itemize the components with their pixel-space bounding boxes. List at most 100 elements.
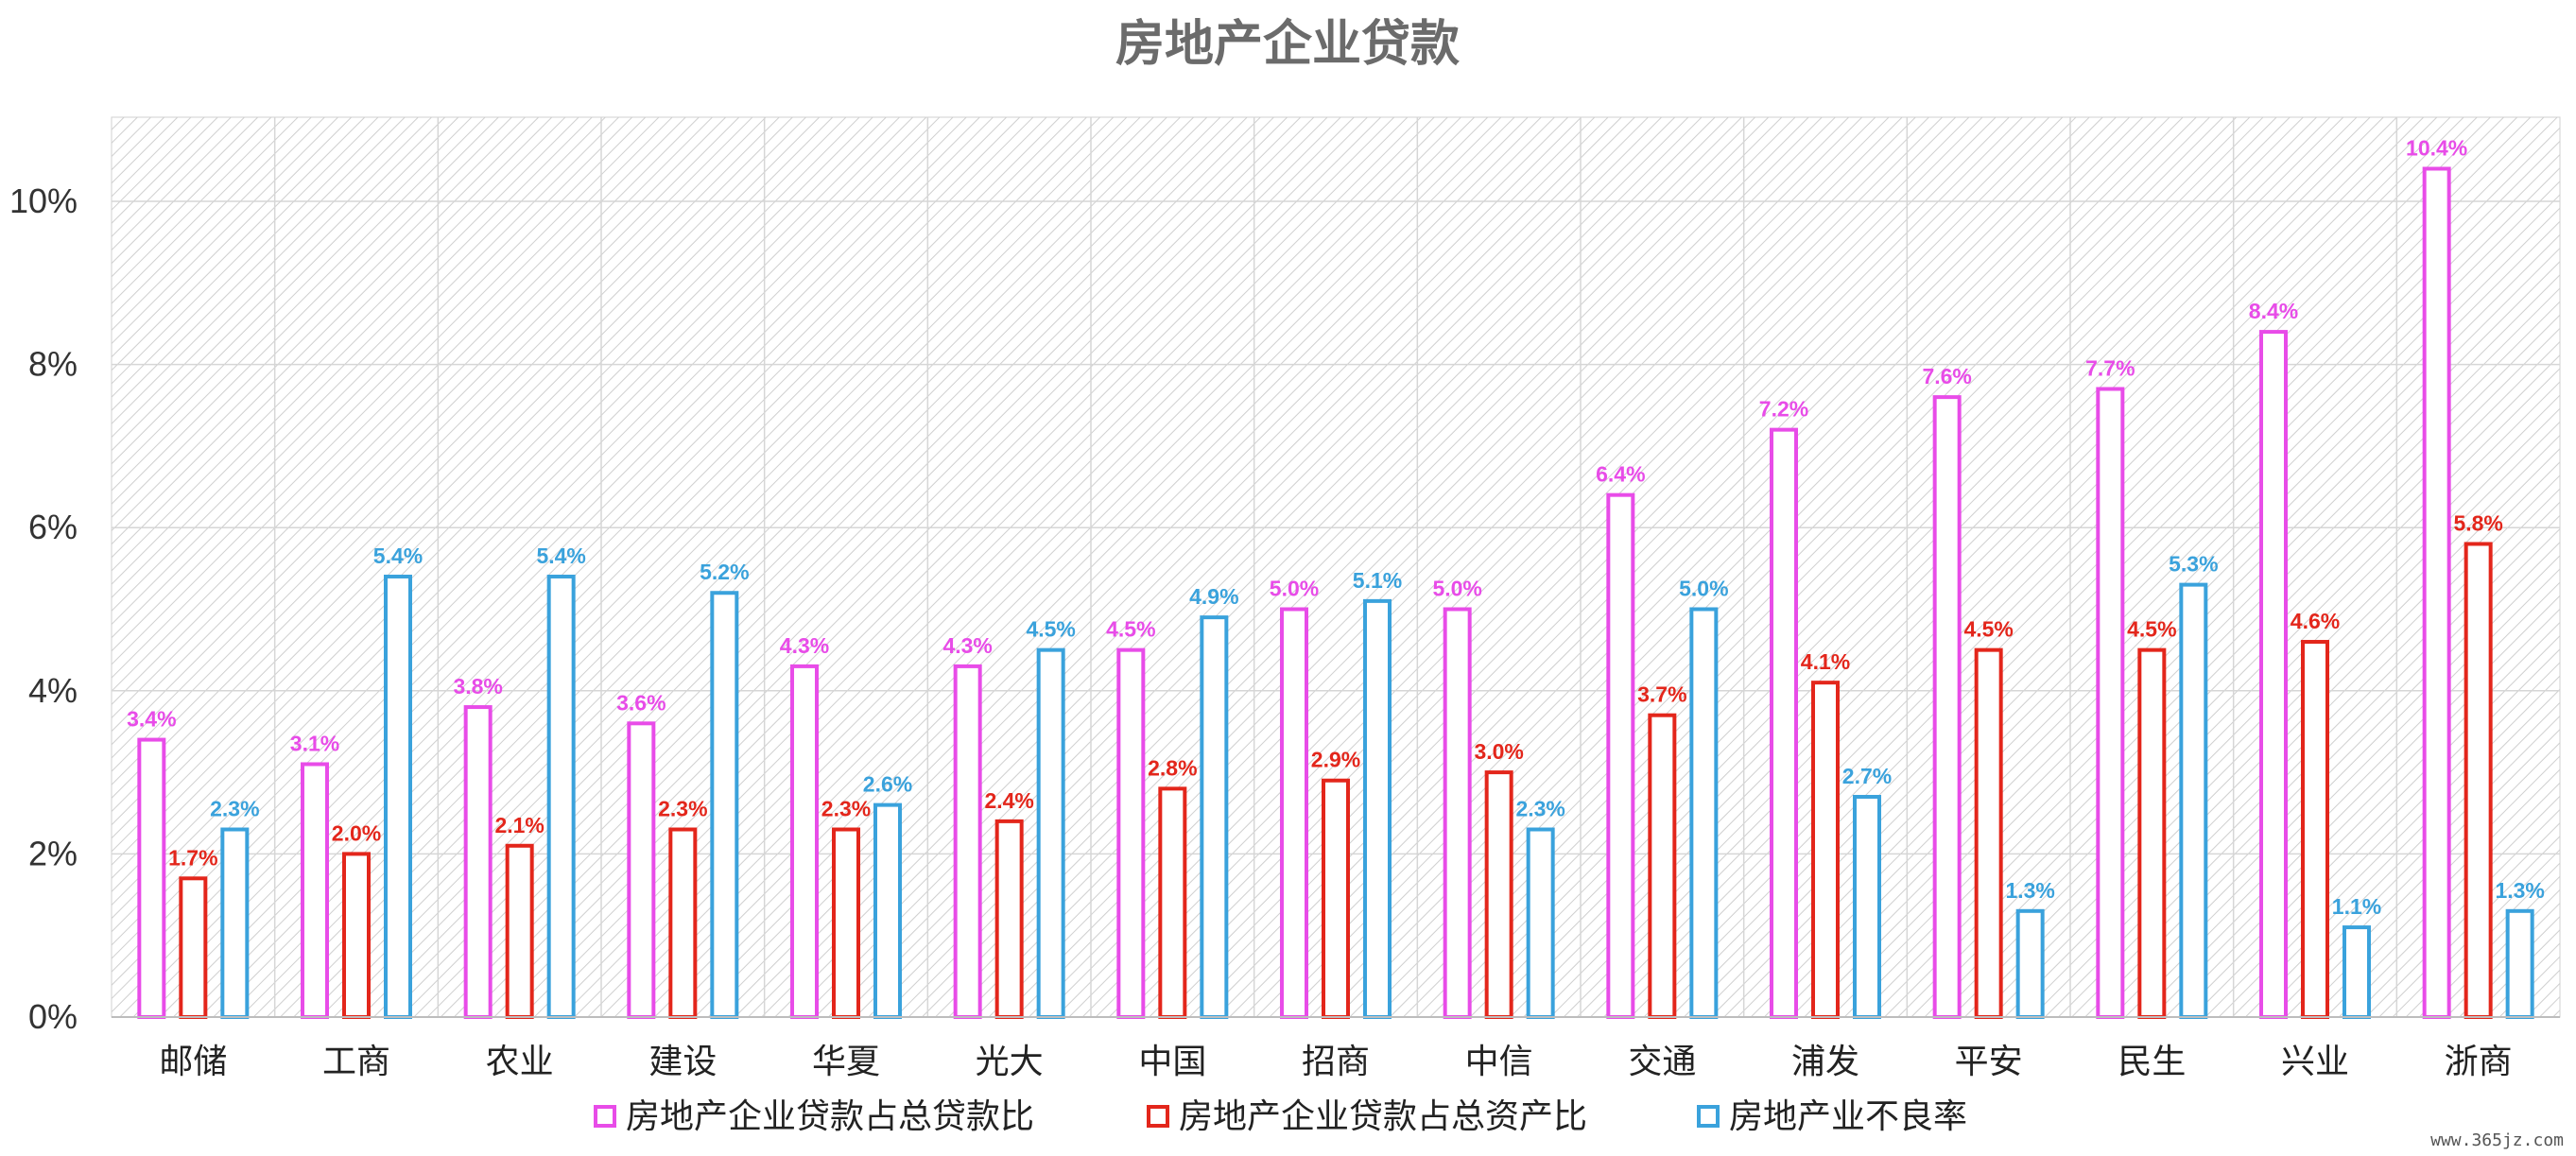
y-axis-ticks: 0% 2% 4% 6% 8% 10% [9,181,78,1036]
bar [668,827,698,1020]
data-label: 3.7% [1637,682,1686,707]
bar [994,819,1024,1019]
bar [2505,908,2534,1019]
data-label: 4.3% [780,633,829,658]
bar [2137,647,2167,1020]
data-label: 7.6% [1922,364,1971,388]
x-tick-label: 招商 [1302,1043,1370,1081]
data-label: 4.9% [1189,584,1238,609]
bar [832,827,860,1020]
bar [2464,542,2493,1020]
bar [2343,925,2371,1020]
data-label: 5.4% [536,543,585,568]
data-label: 3.1% [290,731,339,755]
x-tick-label: 浙商 [2445,1043,2513,1081]
bar [1443,607,1472,1019]
chart-title: 房地产企业贷款 [1115,15,1460,73]
data-label: 5.0% [1679,577,1728,601]
y-tick-label: 6% [28,508,78,546]
y-tick-label: 4% [28,671,78,710]
bar [1648,713,1677,1019]
data-label: 3.0% [1474,739,1523,764]
bar [2179,582,2208,1019]
bar [1158,786,1187,1019]
watermark: www.365jz.com [2430,1130,2564,1150]
bar [505,843,534,1020]
y-tick-label: 2% [28,834,78,872]
bar [790,664,819,1019]
x-tick-label: 中信 [1465,1043,1533,1081]
bar [1322,778,1350,1019]
data-label: 1.3% [2005,878,2054,903]
data-label: 1.3% [2495,878,2544,903]
y-tick-label: 0% [28,997,78,1036]
data-labels: 3.4% 3.1% 3.8% 3.6% 4.3% 4.3% 4.5% 5.0% 5.0% 6.4%… [127,135,2545,919]
x-tick-label: 工商 [322,1043,390,1081]
x-tick-label: 浦发 [1791,1043,1859,1081]
x-axis-ticks: 邮储 工商 农业 建设 华夏 光大 中国 招商 中信 交通 浦发 平安 民生 兴业 浙商 [159,1043,2512,1081]
x-tick-label: 华夏 [812,1043,880,1081]
bar [1606,492,1635,1019]
y-tick-label: 10% [9,181,78,220]
bar [137,737,166,1020]
data-label: 2.7% [1842,764,1892,788]
data-label: 5.1% [1353,568,1402,593]
bar [546,574,576,1019]
legend-label: 房地产企业贷款占总贷款比 [626,1097,1034,1136]
bar [1484,770,1513,1019]
data-label: 1.7% [168,845,217,870]
data-label: 2.1% [494,813,544,837]
data-label: 10.4% [2406,135,2467,160]
data-label: 3.8% [453,674,502,699]
bar [2422,166,2451,1020]
x-tick-label: 建设 [648,1043,717,1081]
x-tick-label: 光大 [976,1043,1044,1081]
data-label: 7.2% [1759,397,1808,422]
bar [2096,387,2125,1019]
data-label: 4.5% [1026,617,1075,642]
bar [220,827,250,1020]
bar [1974,647,2003,1020]
data-label: 4.1% [1801,649,1850,674]
data-label: 2.3% [210,797,259,821]
bar [1770,427,1798,1019]
bar [1036,647,1065,1020]
data-label: 4.5% [1106,617,1155,642]
x-tick-label: 民生 [2118,1043,2186,1081]
bar [2301,640,2329,1020]
data-label: 8.4% [2249,299,2298,323]
data-label: 2.3% [821,797,871,821]
x-tick-label: 兴业 [2281,1043,2349,1081]
bar [1363,598,1392,1019]
data-label: 2.3% [658,797,707,821]
data-label: 3.6% [616,690,666,715]
bar [710,591,739,1019]
x-tick-label: 交通 [1628,1043,1696,1081]
data-label: 5.0% [1432,577,1481,601]
bar [2015,908,2045,1019]
legend-swatch [1147,1105,1169,1128]
data-label: 5.3% [2169,552,2218,577]
bar [1689,607,1719,1019]
bar [342,852,371,1020]
bar [384,574,412,1019]
legend-swatch [594,1105,616,1128]
data-label: 5.8% [2453,510,2502,535]
x-tick-label: 中国 [1138,1043,1206,1081]
data-label: 2.0% [332,820,381,845]
data-label: 2.6% [863,772,912,797]
legend: 房地产企业贷款占总贷款比 房地产企业贷款占总资产比 房地产业不良率 [594,1097,1967,1136]
data-label: 5.2% [700,560,749,584]
bar [1811,681,1840,1019]
bar [1200,615,1229,1019]
bar [1280,607,1308,1019]
x-tick-label: 平安 [1955,1043,2023,1081]
bar [627,721,656,1019]
legend-label: 房地产业不良率 [1729,1097,1967,1136]
bar [1526,827,1555,1020]
bar [953,664,982,1019]
data-label: 7.7% [2085,355,2135,380]
data-label: 5.0% [1270,577,1319,601]
bar [1932,395,1962,1019]
